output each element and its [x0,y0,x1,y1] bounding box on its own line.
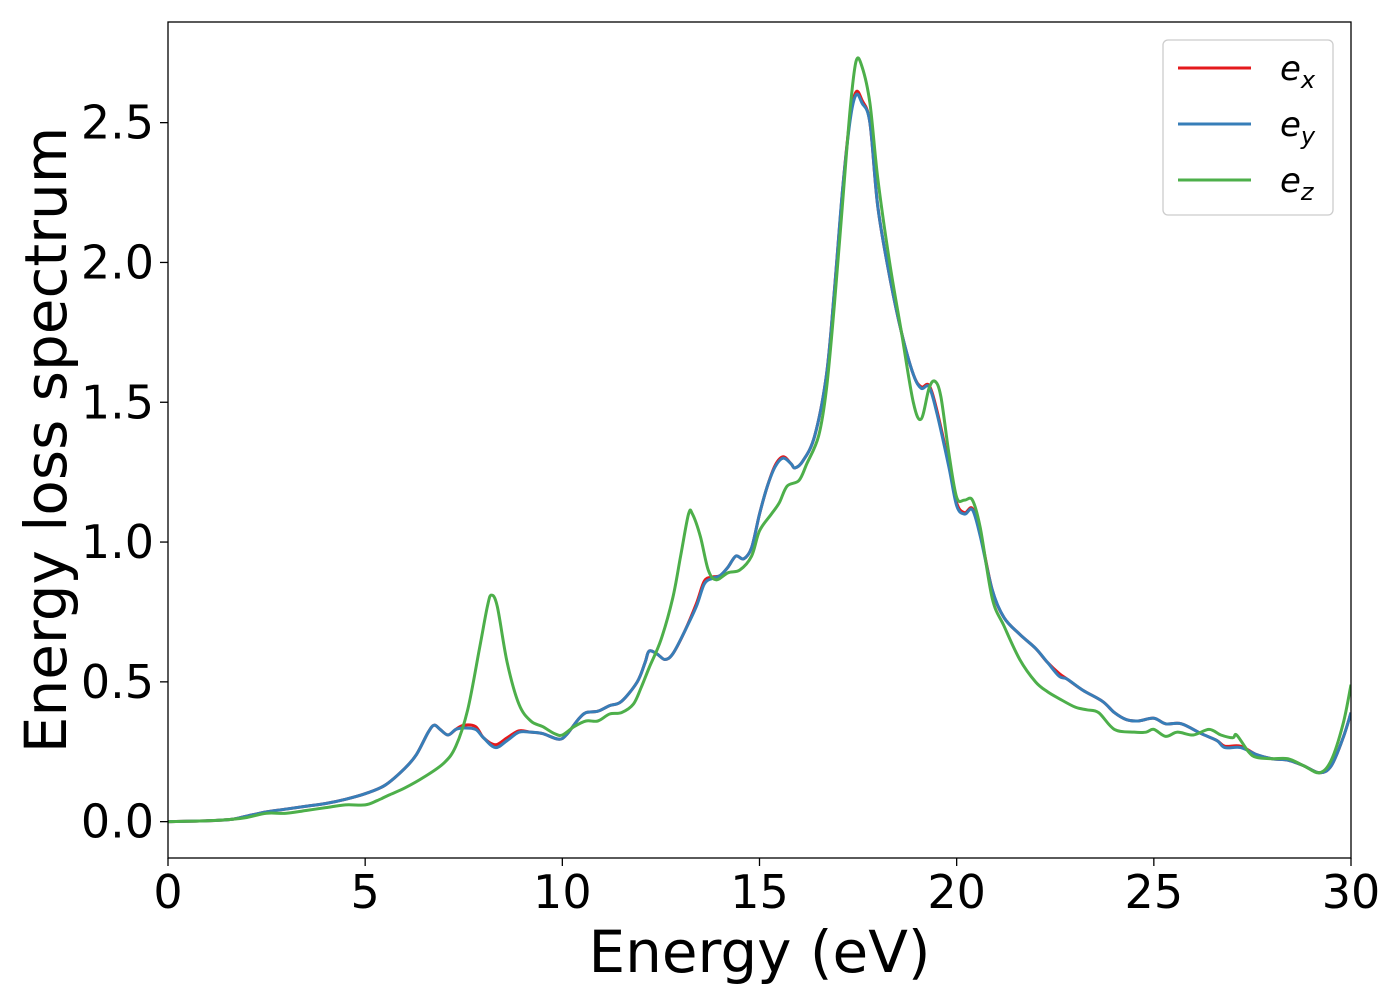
x-tick-label: 10 [533,865,592,919]
x-tick-label: 0 [153,865,182,919]
y-axis-label: Energy loss spectrum [12,127,80,753]
x-axis: 0 5 10 15 20 25 30 [153,858,1380,919]
x-tick-label: 15 [730,865,789,919]
y-tick-label: 2.5 [81,96,154,150]
x-tick-label: 20 [927,865,986,919]
series-line-y [168,92,1351,824]
x-tick-label: 5 [351,865,380,919]
y-axis: 0.0 0.5 1.0 1.5 2.0 2.5 [81,96,168,849]
y-tick-label: 1.0 [81,515,154,569]
x-tick-label: 25 [1125,865,1184,919]
legend-box [1162,39,1334,216]
plot-series [168,56,1351,824]
y-tick-label: 0.0 [81,795,154,849]
y-tick-label: 0.5 [81,655,154,709]
y-tick-label: 1.5 [81,375,154,429]
y-tick-label: 2.0 [81,235,154,289]
x-axis-label: Energy (eV) [588,918,930,986]
series-line-z [168,56,1351,824]
x-tick-label: 30 [1322,865,1381,919]
